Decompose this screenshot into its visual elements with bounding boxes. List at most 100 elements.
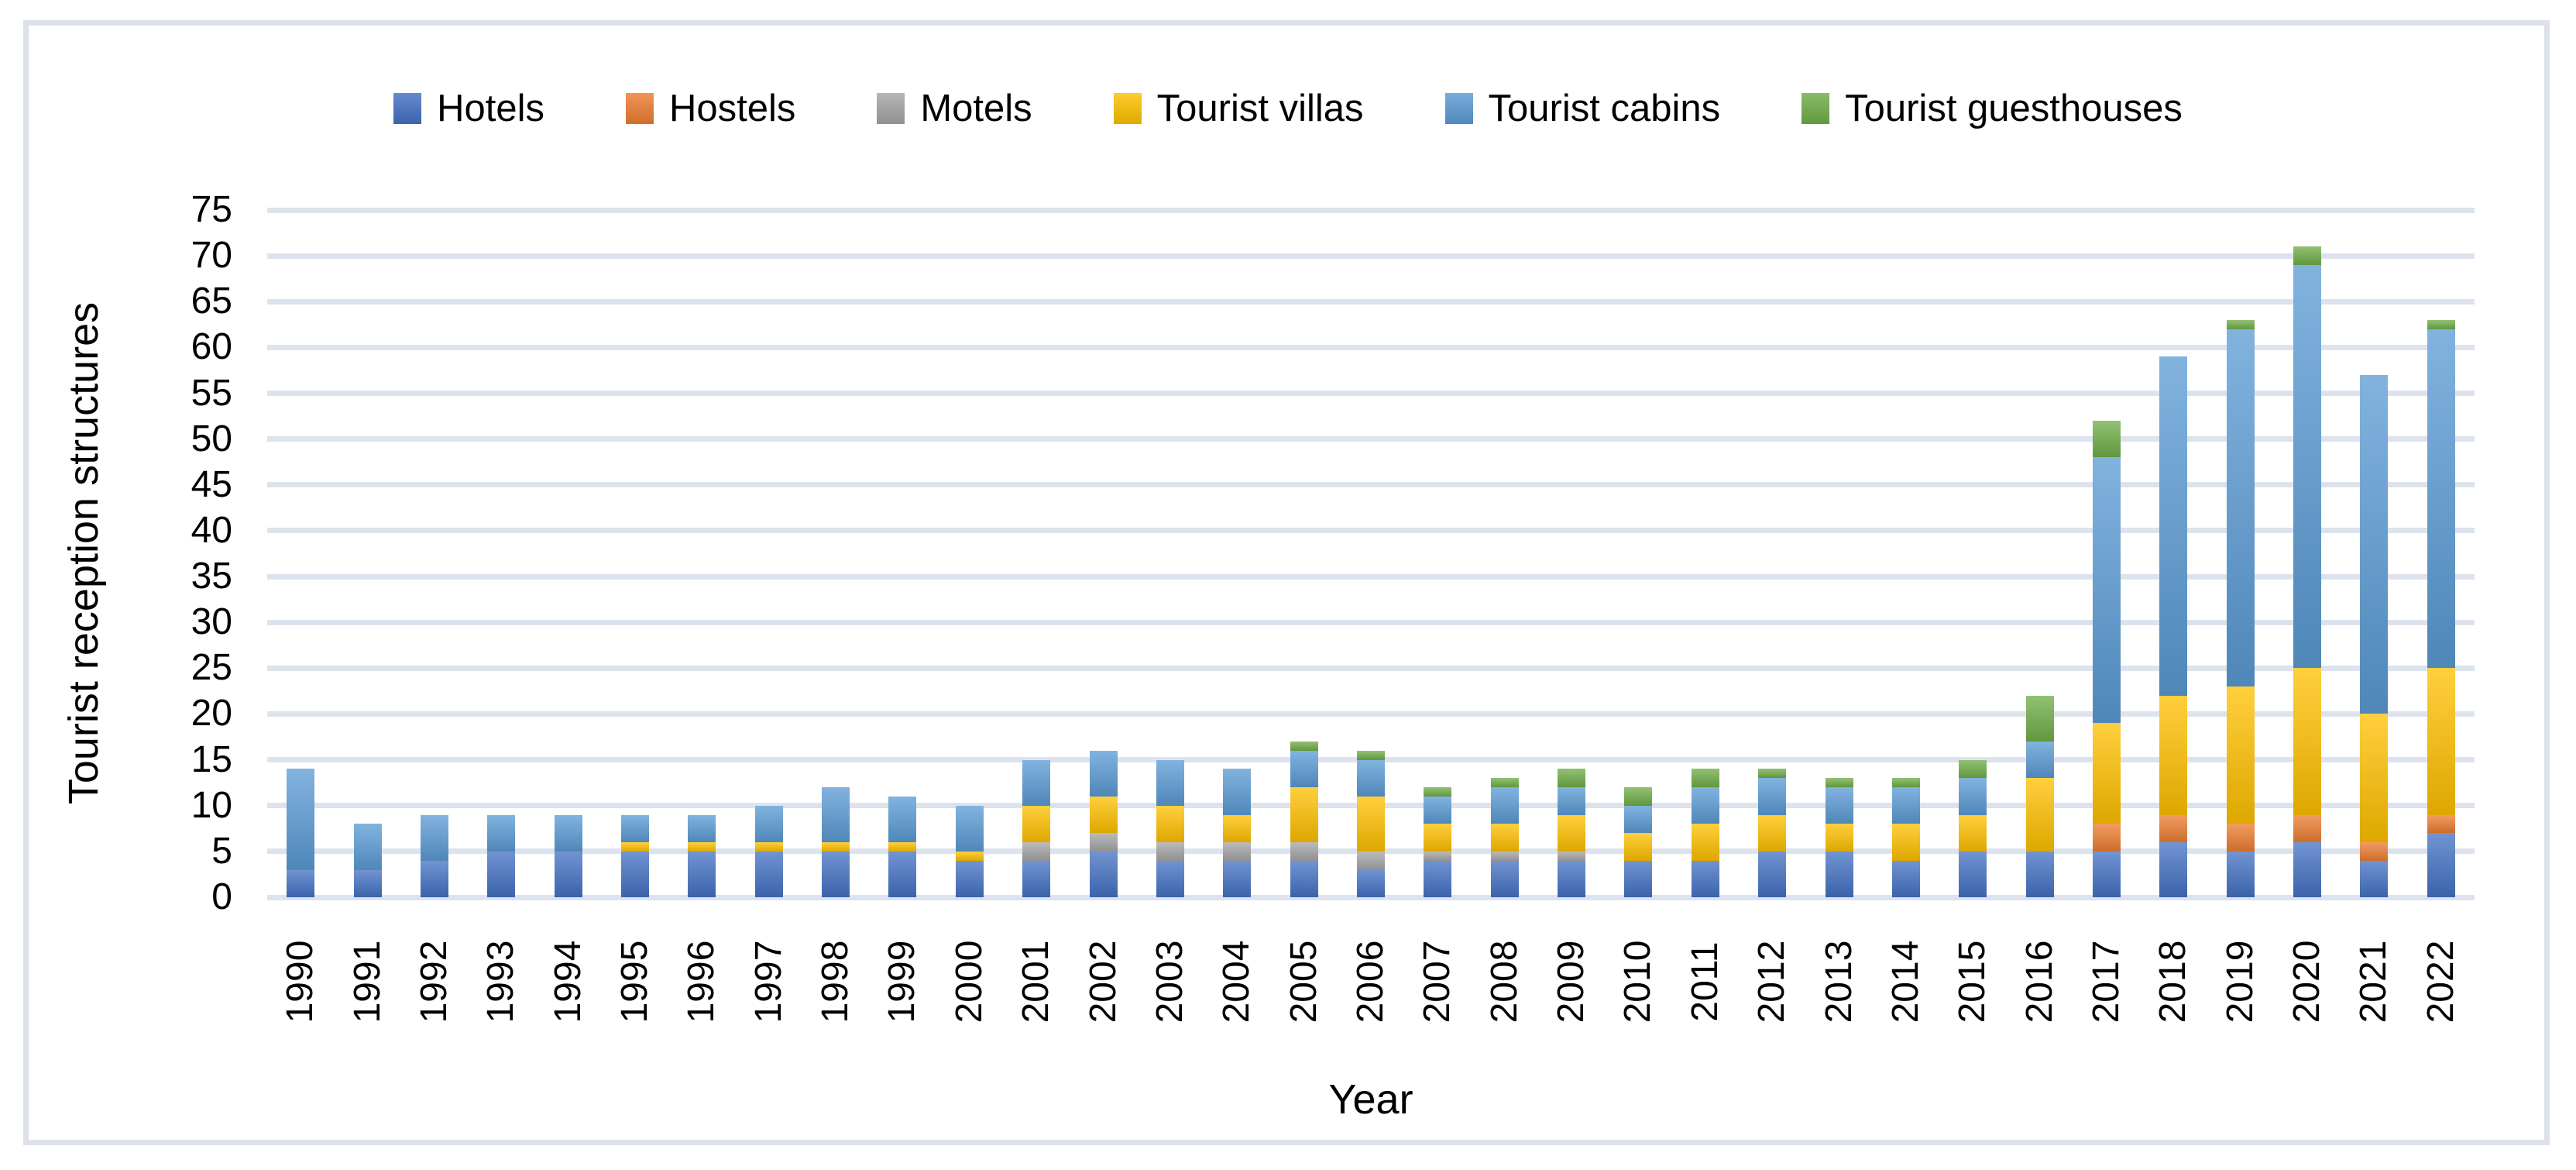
bar-segment-tourist-guesthouses-2013 (1825, 778, 1853, 788)
gridline-y20 (267, 711, 2475, 717)
x-axis-title: Year (1328, 1076, 1413, 1123)
bar-segment-motels-2008 (1490, 851, 1519, 861)
bar-segment-tourist-cabins-2012 (1758, 778, 1787, 815)
bar-segment-hostels-2021 (2360, 842, 2389, 861)
bar-segment-tourist-cabins-2003 (1156, 759, 1184, 806)
x-tick-label-2014: 2014 (1884, 940, 1926, 1024)
bar-segment-motels-2004 (1223, 842, 1252, 861)
bar-segment-tourist-cabins-2004 (1223, 769, 1252, 815)
bar-segment-hotels-2005 (1290, 860, 1318, 897)
gridline-y75 (267, 207, 2475, 213)
x-tick-label-2001: 2001 (1015, 940, 1057, 1024)
bar-segment-tourist-guesthouses-2006 (1357, 750, 1385, 760)
bar-segment-tourist-cabins-2013 (1825, 787, 1853, 824)
bar-segment-tourist-guesthouses-2014 (1891, 778, 1920, 788)
gridline-y40 (267, 528, 2475, 534)
legend-swatch-tourist-guesthouses (1801, 93, 1830, 124)
x-tick-label-2007: 2007 (1417, 940, 1458, 1024)
bar-segment-hotels-2003 (1156, 860, 1184, 897)
bar-segment-tourist-cabins-1999 (888, 796, 917, 843)
bar-segment-motels-2005 (1290, 842, 1318, 861)
bar-segment-tourist-cabins-1993 (487, 814, 516, 852)
bar-segment-tourist-guesthouses-2022 (2427, 319, 2455, 329)
legend-item-motels: Motels (877, 89, 1032, 128)
bar-segment-hotels-1998 (822, 851, 850, 897)
bar-segment-tourist-villas-2001 (1022, 805, 1051, 843)
bar-segment-hotels-2001 (1022, 860, 1051, 897)
legend: Hotels Hostels Motels Tourist villas Tourist… (0, 77, 2576, 139)
bar-segment-tourist-guesthouses-2017 (2093, 421, 2121, 458)
bar-segment-hotels-2010 (1624, 860, 1653, 897)
bar-segment-hotels-2017 (2093, 851, 2121, 897)
y-tick-label-20: 20 (191, 693, 232, 735)
bar-segment-tourist-cabins-2002 (1089, 750, 1118, 797)
bar-segment-tourist-villas-2016 (2025, 778, 2054, 852)
bar-segment-tourist-guesthouses-2020 (2293, 246, 2322, 265)
legend-label-tourist-villas: Tourist villas (1156, 87, 1364, 129)
bar-segment-tourist-cabins-2014 (1891, 787, 1920, 824)
y-tick-label-5: 5 (211, 830, 232, 872)
bar-segment-tourist-cabins-2015 (1959, 778, 1987, 815)
bar-segment-tourist-cabins-2011 (1691, 787, 1719, 824)
x-tick-label-2009: 2009 (1551, 940, 1592, 1024)
bar-segment-hotels-2007 (1424, 860, 1452, 897)
x-tick-label-2013: 2013 (1818, 940, 1860, 1024)
bar-segment-hotels-2002 (1089, 851, 1118, 897)
y-tick-label-60: 60 (191, 326, 232, 368)
x-tick-label-2005: 2005 (1283, 940, 1324, 1024)
bar-segment-motels-2002 (1089, 833, 1118, 852)
x-tick-label-1999: 1999 (881, 940, 923, 1024)
bar-segment-hotels-2021 (2360, 860, 2389, 897)
bar-segment-tourist-cabins-1998 (822, 787, 850, 843)
y-tick-label-45: 45 (191, 463, 232, 505)
legend-label-hotels: Hotels (437, 87, 544, 129)
y-tick-label-30: 30 (191, 601, 232, 643)
bar-segment-tourist-villas-2014 (1891, 824, 1920, 861)
bar-segment-tourist-guesthouses-2016 (2025, 695, 2054, 742)
x-tick-label-2010: 2010 (1617, 940, 1659, 1024)
legend-swatch-tourist-villas (1113, 93, 1142, 124)
legend-swatch-motels (877, 93, 905, 124)
bar-segment-tourist-cabins-1992 (420, 814, 448, 861)
bar-segment-hotels-1993 (487, 851, 516, 897)
bar-segment-tourist-guesthouses-2012 (1758, 769, 1787, 779)
y-tick-label-35: 35 (191, 556, 232, 597)
bar-segment-tourist-villas-2010 (1624, 833, 1653, 861)
y-tick-label-50: 50 (191, 418, 232, 459)
y-tick-label-15: 15 (191, 738, 232, 780)
bar-segment-tourist-cabins-1997 (754, 805, 783, 843)
bar-segment-tourist-villas-2007 (1424, 824, 1452, 852)
bar-segment-tourist-villas-2017 (2093, 723, 2121, 824)
x-tick-label-2002: 2002 (1082, 940, 1124, 1024)
bar-segment-hotels-2011 (1691, 860, 1719, 897)
bar-segment-tourist-villas-2004 (1223, 814, 1252, 843)
bar-segment-tourist-villas-2006 (1357, 796, 1385, 852)
gridline-y65 (267, 298, 2475, 305)
x-tick-label-2022: 2022 (2420, 940, 2461, 1024)
bar-segment-tourist-cabins-2001 (1022, 759, 1051, 806)
x-tick-label-2020: 2020 (2286, 940, 2328, 1024)
bar-segment-hotels-2022 (2427, 833, 2455, 897)
legend-item-tourist-villas: Tourist villas (1113, 87, 1364, 129)
bar-segment-motels-2006 (1357, 851, 1385, 870)
bar-segment-tourist-guesthouses-2011 (1691, 769, 1719, 788)
bar-segment-hotels-2013 (1825, 851, 1853, 897)
x-tick-label-1995: 1995 (614, 940, 655, 1024)
bar-segment-tourist-villas-2022 (2427, 668, 2455, 815)
bar-segment-tourist-cabins-2018 (2159, 356, 2188, 696)
gridline-y25 (267, 665, 2475, 671)
bar-segment-tourist-villas-2009 (1558, 814, 1586, 852)
x-tick-label-2000: 2000 (948, 940, 990, 1024)
bar-segment-tourist-cabins-2000 (955, 805, 984, 852)
bar-segment-tourist-guesthouses-2010 (1624, 787, 1653, 806)
bar-segment-hotels-2012 (1758, 851, 1787, 897)
bar-segment-hostels-2017 (2093, 824, 2121, 852)
bar-segment-hotels-2016 (2025, 851, 2054, 897)
bar-segment-hotels-2000 (955, 860, 984, 897)
gridline-y55 (267, 391, 2475, 397)
bar-segment-tourist-cabins-2006 (1357, 759, 1385, 797)
x-tick-label-2003: 2003 (1149, 940, 1190, 1024)
bar-segment-hotels-2014 (1891, 860, 1920, 897)
x-tick-label-2018: 2018 (2152, 940, 2194, 1024)
x-tick-label-1991: 1991 (346, 940, 388, 1024)
